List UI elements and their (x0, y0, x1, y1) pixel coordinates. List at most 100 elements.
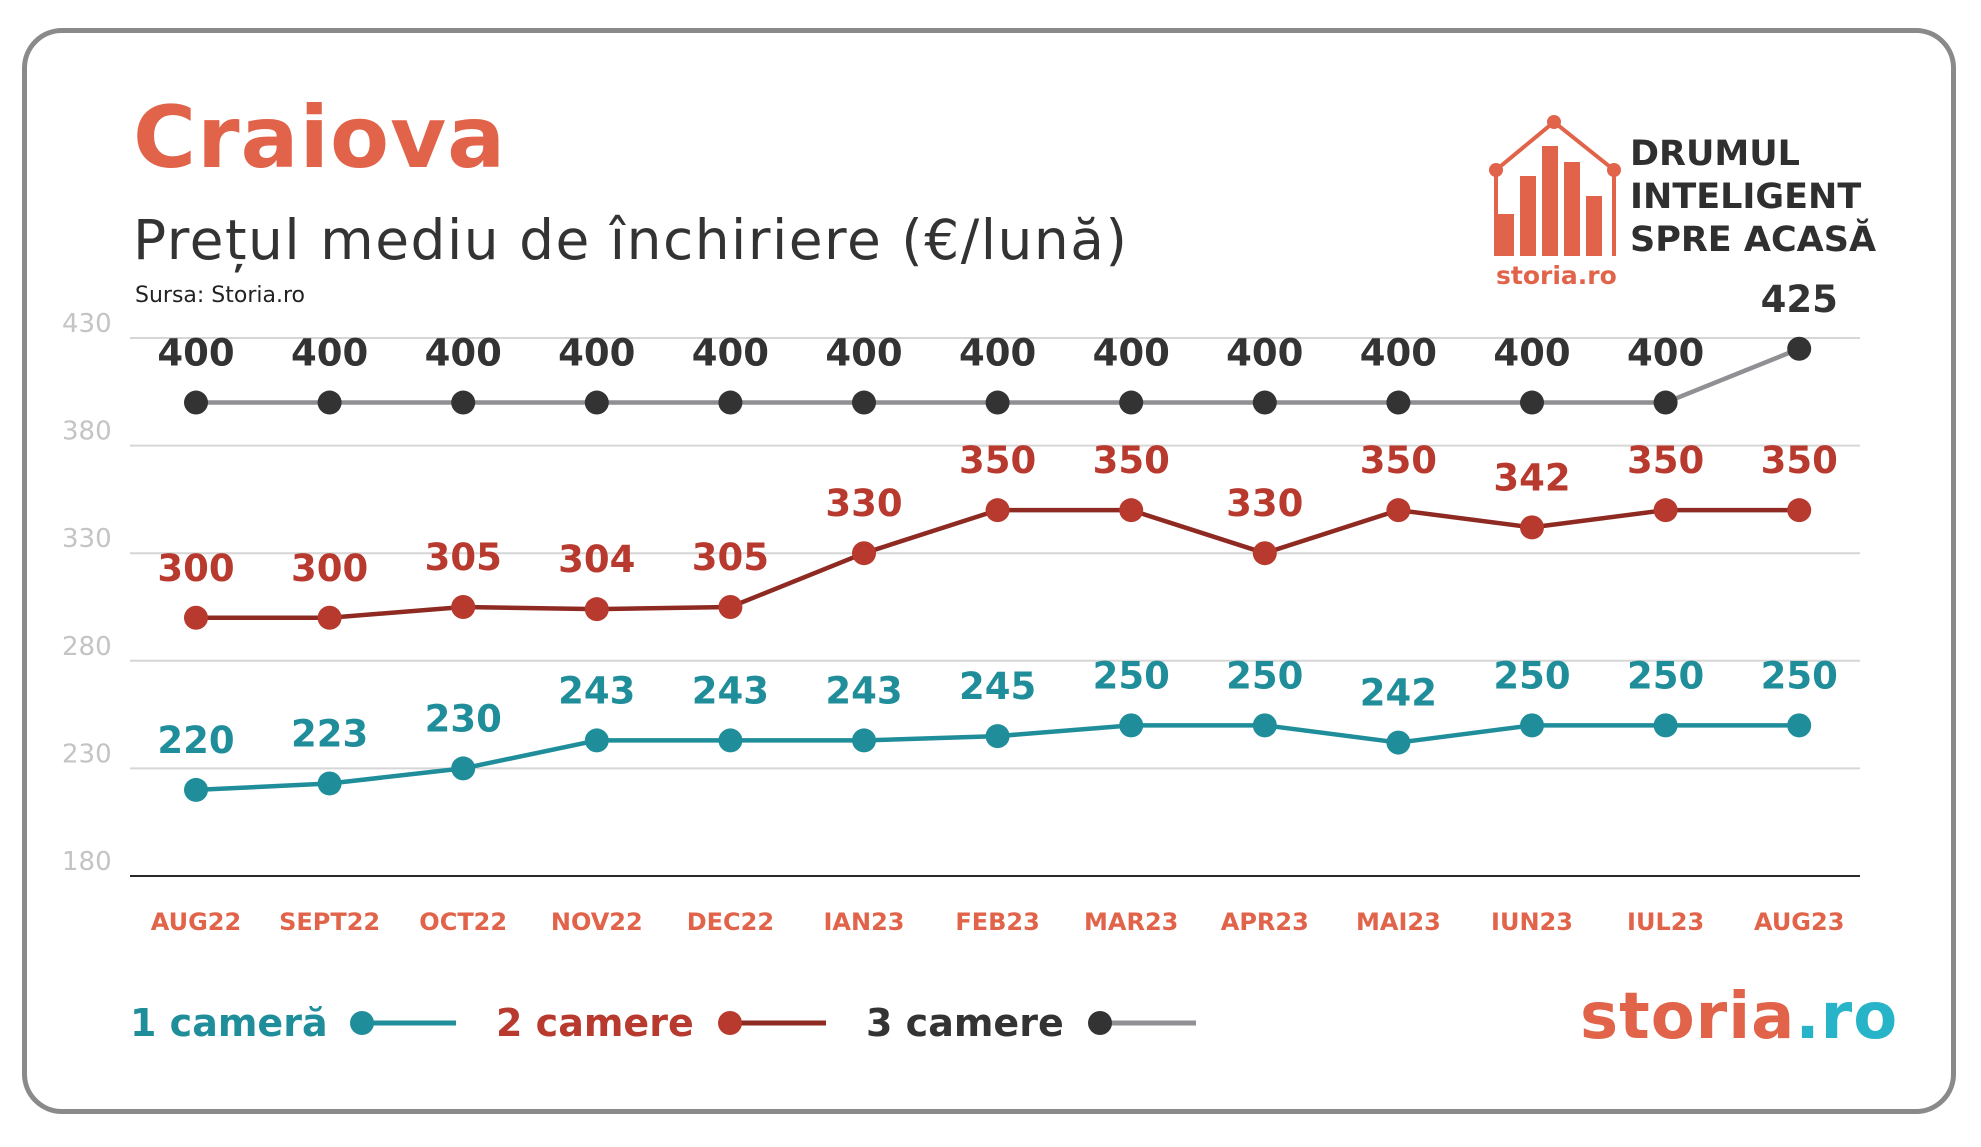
x-tick-label: FEB23 (955, 908, 1039, 936)
data-label: 304 (558, 538, 635, 581)
logo-main: storia (1580, 980, 1796, 1054)
data-point (1119, 498, 1144, 523)
data-point (1653, 713, 1678, 738)
data-point (1787, 713, 1812, 738)
data-point (184, 390, 208, 415)
legend-item-3-camere: 3 camere (866, 993, 1198, 1053)
data-point (852, 541, 876, 566)
data-point (985, 498, 1010, 523)
data-label: 300 (157, 547, 234, 590)
data-point (718, 595, 743, 619)
data-point (1386, 730, 1411, 755)
x-tick-label: AUG23 (1754, 908, 1844, 936)
y-tick-label: 280 (62, 632, 112, 662)
data-label: 400 (291, 332, 368, 375)
data-label: 305 (425, 536, 502, 579)
data-point (985, 390, 1010, 415)
chart-subtitle: Prețul mediu de închiriere (€/lună) (133, 208, 1129, 272)
legend-item-2-camere: 2 camere (496, 993, 828, 1053)
data-point (451, 390, 476, 415)
x-tick-label: MAI23 (1356, 908, 1441, 936)
brand-line-3: SPRE ACASĂ (1630, 220, 1877, 260)
data-point (451, 756, 476, 781)
data-point (1119, 390, 1144, 415)
data-label: 400 (1226, 332, 1303, 375)
brand-line-1: DRUMUL (1630, 134, 1800, 174)
data-point (184, 777, 208, 802)
data-point (451, 595, 476, 619)
data-point (718, 390, 743, 415)
data-point (1520, 515, 1544, 540)
data-point (1386, 498, 1411, 523)
legend-label: 3 camere (866, 1001, 1064, 1045)
data-label: 243 (558, 669, 635, 712)
data-label: 342 (1493, 456, 1570, 499)
data-label: 400 (1493, 332, 1570, 375)
data-label: 250 (1493, 654, 1570, 697)
data-label: 250 (1226, 654, 1303, 697)
y-tick-label: 330 (62, 524, 112, 554)
data-point (584, 597, 609, 622)
legend-item-1-camera: 1 cameră (130, 993, 458, 1053)
legend-swatch-icon (717, 1011, 826, 1035)
data-point (317, 390, 342, 415)
data-point (985, 724, 1010, 749)
x-tick-label: NOV22 (551, 908, 643, 936)
data-label: 242 (1360, 672, 1437, 715)
legend-swatch-icon (349, 1011, 456, 1035)
data-label: 350 (1761, 439, 1838, 482)
x-tick-label: MAR23 (1084, 908, 1178, 936)
data-label: 245 (959, 665, 1036, 708)
logo-suffix: .ro (1795, 980, 1899, 1054)
y-tick-label: 180 (62, 847, 112, 877)
data-label: 350 (1093, 439, 1170, 482)
data-point (1252, 713, 1277, 738)
x-tick-label: OCT22 (419, 908, 507, 936)
data-label: 305 (692, 536, 769, 579)
data-point (1386, 390, 1411, 415)
data-label: 400 (959, 332, 1036, 375)
x-tick-label: AUG22 (151, 908, 241, 936)
data-point (584, 728, 609, 753)
data-label: 400 (425, 332, 502, 375)
data-point (1653, 390, 1678, 415)
storia-logo: storia.ro (1580, 980, 1898, 1054)
data-label: 243 (692, 669, 769, 712)
data-label: 350 (1627, 439, 1704, 482)
data-point (852, 728, 876, 753)
house-chart-logo-icon: storia.ro (1489, 115, 1621, 290)
legend-label: 1 cameră (130, 1001, 328, 1045)
data-point (1787, 498, 1812, 523)
y-tick-label: 430 (62, 309, 112, 339)
data-label: 243 (825, 669, 902, 712)
data-point (317, 771, 342, 796)
data-point (1653, 498, 1678, 523)
data-point (317, 605, 342, 630)
data-label: 400 (1360, 332, 1437, 375)
data-label: 400 (692, 332, 769, 375)
card-frame (22, 28, 1956, 1114)
x-tick-label: IUN23 (1491, 908, 1573, 936)
x-tick-label: IAN23 (824, 908, 905, 936)
data-point (184, 605, 208, 630)
legend-label: 2 camere (496, 1001, 694, 1045)
data-label: 250 (1093, 654, 1170, 697)
data-label: 350 (959, 439, 1036, 482)
source-note: Sursa: Storia.ro (135, 283, 306, 308)
x-tick-label: APR23 (1221, 908, 1309, 936)
data-label: 250 (1627, 654, 1704, 697)
data-label: 300 (291, 547, 368, 590)
data-point (1252, 541, 1277, 566)
data-label: 400 (558, 332, 635, 375)
y-tick-label: 230 (62, 739, 112, 769)
small-storia-logo: storia.ro (1496, 261, 1617, 290)
page-title: Craiova (133, 88, 507, 188)
data-label: 400 (1093, 332, 1170, 375)
x-tick-label: SEPT22 (279, 908, 380, 936)
data-label: 400 (1627, 332, 1704, 375)
brand-line-2: INTELIGENT (1630, 177, 1862, 217)
data-point (1520, 713, 1544, 738)
data-point (1252, 390, 1277, 415)
data-label: 330 (1226, 482, 1303, 525)
